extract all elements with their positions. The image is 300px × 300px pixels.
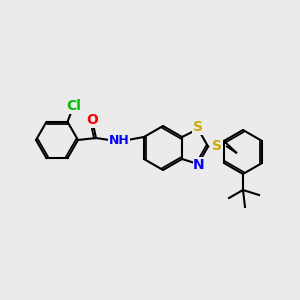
Text: Cl: Cl (66, 99, 81, 113)
Text: NH: NH (109, 134, 129, 148)
Text: N: N (193, 158, 205, 172)
Text: O: O (86, 113, 98, 127)
Text: S: S (193, 120, 203, 134)
Text: S: S (212, 139, 222, 152)
